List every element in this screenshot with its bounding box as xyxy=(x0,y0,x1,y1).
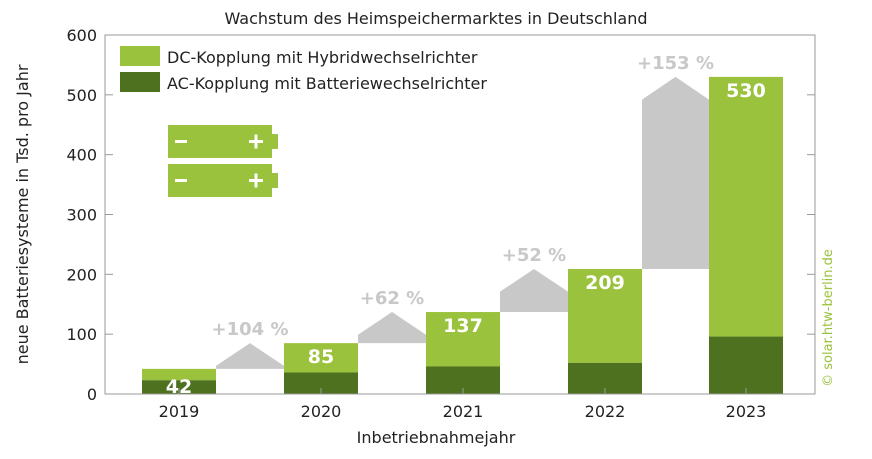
legend-swatch-ac xyxy=(120,72,160,92)
growth-arrow xyxy=(642,76,709,269)
battery-terminal-icon xyxy=(272,173,278,188)
legend-swatch-dc xyxy=(120,46,160,66)
minus-icon xyxy=(175,179,187,182)
growth-label: +62 % xyxy=(360,288,424,309)
x-axis-label: Inbetriebnahmejahr xyxy=(357,428,516,447)
bar-total-label: 137 xyxy=(443,315,483,337)
plus-icon xyxy=(254,173,258,188)
y-tick-label: 600 xyxy=(66,26,97,45)
bar-total-label: 85 xyxy=(308,346,334,368)
minus-icon xyxy=(175,140,187,143)
bar-total-label: 42 xyxy=(166,376,192,398)
y-tick-label: 300 xyxy=(66,206,97,225)
growth-label: +104 % xyxy=(212,319,289,340)
x-tick-label: 2020 xyxy=(301,402,342,421)
growth-label: +52 % xyxy=(502,245,566,266)
growth-arrow xyxy=(500,268,568,313)
x-tick-label: 2019 xyxy=(159,402,200,421)
y-tick-label: 200 xyxy=(66,265,97,284)
x-tick-label: 2023 xyxy=(726,402,767,421)
battery-terminal-icon xyxy=(272,134,278,149)
x-tick-label: 2021 xyxy=(443,402,484,421)
growth-arrow xyxy=(216,343,284,369)
copyright-credit: © solar.htw-berlin.de xyxy=(821,249,836,387)
bar-ac xyxy=(709,336,783,394)
bar-ac xyxy=(142,380,216,394)
bar-dc xyxy=(426,312,500,367)
y-axis-label: neue Batteriesysteme in Tsd. pro Jahr xyxy=(13,64,32,364)
bar-dc xyxy=(142,368,216,381)
chart-title: Wachstum des Heimspeichermarktes in Deut… xyxy=(225,9,648,28)
bar-dc xyxy=(284,343,358,373)
bar-total-label: 209 xyxy=(585,272,625,294)
growth-arrow xyxy=(358,312,426,344)
x-tick-label: 2022 xyxy=(585,402,626,421)
bar-dc xyxy=(568,268,642,363)
bar-dc xyxy=(709,76,783,337)
y-tick-label: 500 xyxy=(66,86,97,105)
legend-label-ac: AC-Kopplung mit Batteriewechselrichter xyxy=(167,74,487,93)
y-tick-label: 400 xyxy=(66,146,97,165)
y-tick-label: 0 xyxy=(87,385,97,404)
bar-total-label: 530 xyxy=(726,80,766,102)
plus-icon xyxy=(254,134,258,149)
y-tick-label: 100 xyxy=(66,325,97,344)
plot-frame xyxy=(104,34,816,395)
legend-label-dc: DC-Kopplung mit Hybridwechselrichter xyxy=(167,48,478,67)
growth-label: +153 % xyxy=(637,53,714,74)
bar-ac xyxy=(284,372,358,394)
